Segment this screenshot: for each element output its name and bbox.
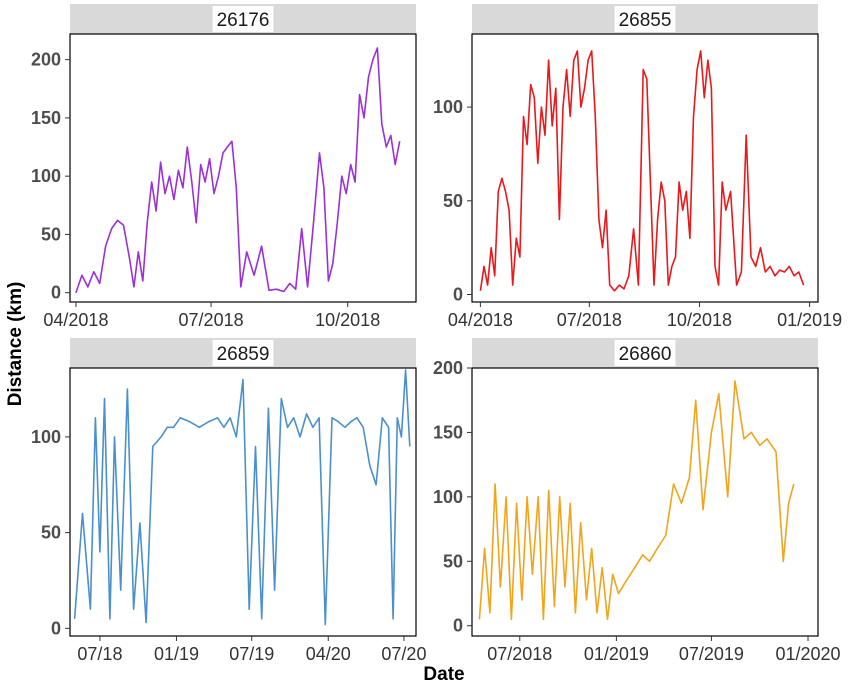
plot-area — [471, 367, 819, 637]
y-tick-label: 100 — [31, 166, 61, 186]
panel-26860: 26860 0 50 100 150 200 07/2018 01/2019 07/2019 01… — [433, 338, 841, 664]
x-tick-label: 01/2019 — [584, 644, 649, 664]
x-axis-title: Date — [423, 664, 464, 685]
x-tick-label: 04/2018 — [43, 310, 108, 330]
y-tick-label: 50 — [443, 191, 463, 211]
plot-area — [69, 33, 417, 303]
strip-label-background — [212, 6, 274, 32]
strip-label: 26859 — [217, 344, 270, 365]
y-tick-label: 0 — [51, 283, 61, 303]
panel-26855: 26855 0 50 100 04/2018 07/2018 10/2018 01/2019 — [433, 4, 842, 330]
series-line-26855 — [479, 50, 805, 292]
x-tick-label: 07/18 — [77, 644, 122, 664]
x-tick-label: 07/2019 — [679, 644, 744, 664]
x-tick-label: 04/2018 — [448, 310, 513, 330]
panel-26859: 26859 0 50 100 07/18 01/19 07/19 04/20 07/20 — [31, 338, 426, 664]
x-tick-label: 07/20 — [381, 644, 426, 664]
strip-label-background — [212, 340, 274, 366]
x-tick-label: 07/2018 — [179, 310, 244, 330]
x-tick-label: 01/2020 — [775, 644, 840, 664]
strip-label-background — [614, 6, 676, 32]
y-tick-label: 200 — [31, 50, 61, 70]
panel-26176: 26176 0 50 100 150 200 04/2018 07/2018 10/2018 — [31, 4, 417, 330]
y-tick-label: 100 — [433, 487, 463, 507]
y-tick-label: 100 — [433, 97, 463, 117]
x-tick-label: 10/2018 — [667, 310, 732, 330]
y-tick-label: 100 — [31, 427, 61, 447]
y-tick-label: 0 — [453, 285, 463, 305]
strip-label: 26860 — [619, 344, 672, 365]
x-tick-label: 07/19 — [229, 644, 274, 664]
y-tick-label: 200 — [433, 358, 463, 378]
y-tick-label: 150 — [433, 422, 463, 442]
plot-area — [471, 33, 819, 303]
strip-label: 26855 — [619, 10, 672, 31]
strip-label-background — [614, 340, 676, 366]
x-tick-label: 01/19 — [154, 644, 199, 664]
series-line-26860 — [478, 380, 795, 621]
y-axis-title: Distance (km) — [5, 282, 26, 407]
y-tick-label: 50 — [443, 551, 463, 571]
y-tick-label: 0 — [453, 616, 463, 636]
x-tick-label: 01/2019 — [777, 310, 842, 330]
series-line-26176 — [75, 47, 401, 293]
x-tick-label: 07/2018 — [557, 310, 622, 330]
x-tick-label: 07/2018 — [487, 644, 552, 664]
series-line-26859 — [73, 369, 411, 626]
x-tick-label: 04/20 — [306, 644, 351, 664]
strip-label: 26176 — [217, 10, 270, 31]
x-tick-label: 10/2018 — [315, 310, 380, 330]
y-tick-label: 150 — [31, 108, 61, 128]
y-tick-label: 50 — [41, 523, 61, 543]
y-tick-label: 50 — [41, 224, 61, 244]
y-tick-label: 0 — [51, 618, 61, 638]
